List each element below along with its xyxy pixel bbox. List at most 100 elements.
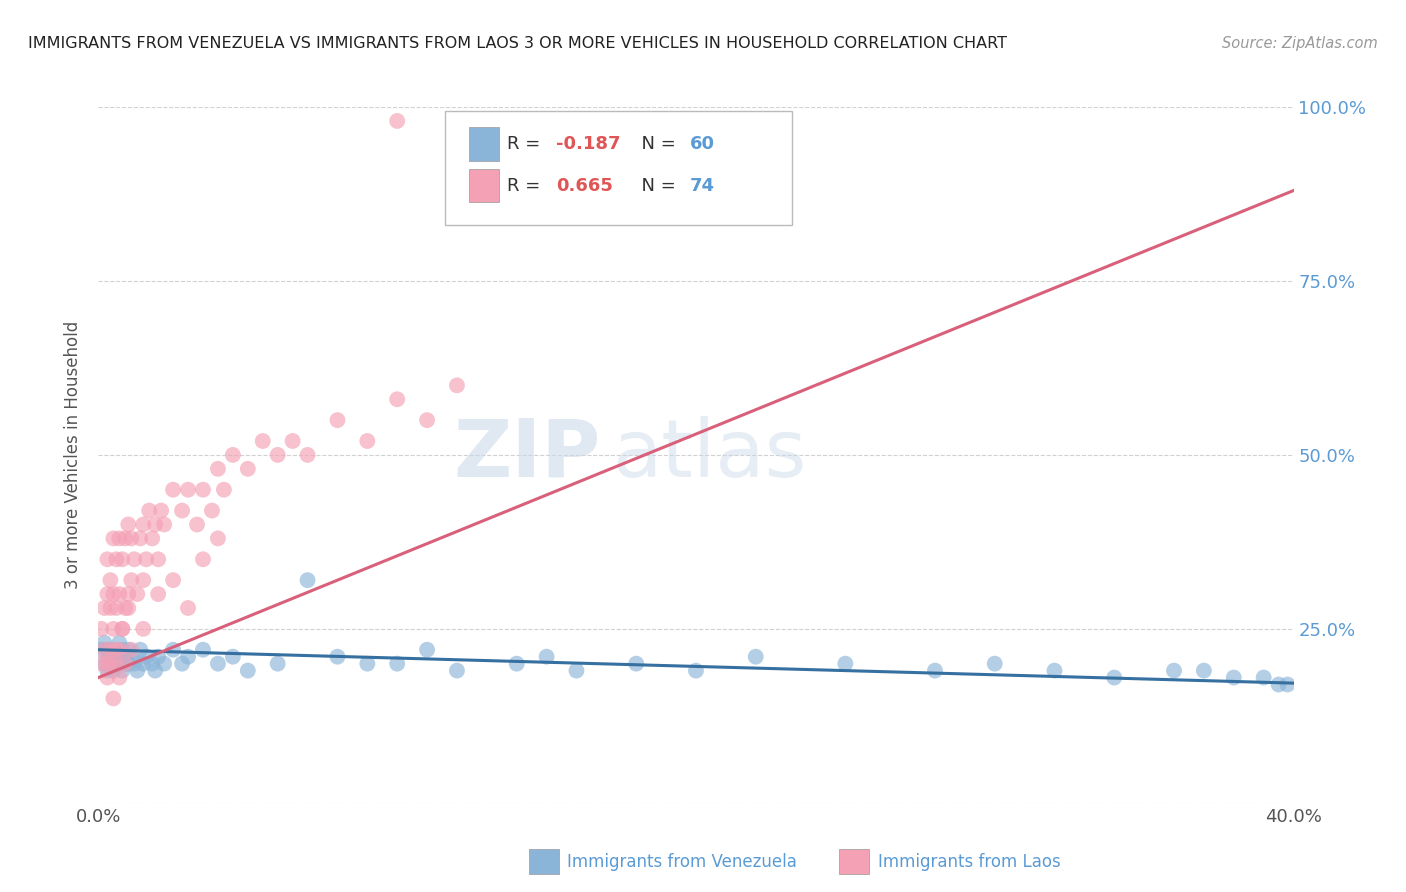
Point — [143, 517, 166, 532]
Point — [96, 642, 118, 657]
FancyBboxPatch shape — [470, 128, 499, 161]
Point — [222, 448, 245, 462]
Point — [162, 642, 184, 657]
Point — [153, 517, 176, 532]
Point — [98, 601, 122, 615]
Point — [201, 503, 224, 517]
Point — [132, 517, 155, 532]
Point — [416, 413, 439, 427]
Point — [172, 503, 194, 517]
Text: 60: 60 — [690, 135, 716, 153]
Point — [267, 657, 290, 671]
Text: Immigrants from Laos: Immigrants from Laos — [877, 853, 1060, 871]
Point — [1267, 677, 1289, 691]
Point — [103, 691, 125, 706]
Point — [114, 649, 136, 664]
Point — [105, 601, 128, 615]
Point — [103, 587, 125, 601]
Point — [108, 671, 131, 685]
Point — [138, 503, 160, 517]
Text: R =: R = — [508, 135, 546, 153]
Point — [385, 657, 409, 671]
Point — [111, 664, 134, 678]
Point — [135, 552, 157, 566]
Point — [446, 664, 468, 678]
Point — [984, 657, 1007, 671]
Point — [114, 601, 136, 615]
Point — [143, 664, 166, 678]
Point — [103, 532, 125, 546]
Point — [326, 413, 349, 427]
Point — [96, 657, 118, 671]
Point — [626, 657, 648, 671]
Point — [177, 483, 200, 497]
Point — [153, 657, 176, 671]
Point — [129, 532, 152, 546]
Point — [124, 552, 146, 566]
Point — [924, 664, 946, 678]
Point — [111, 622, 134, 636]
FancyBboxPatch shape — [446, 111, 792, 226]
Point — [177, 649, 200, 664]
Point — [108, 657, 131, 671]
Point — [536, 649, 558, 664]
Text: 74: 74 — [690, 177, 716, 194]
Point — [1043, 664, 1066, 678]
Text: Immigrants from Venezuela: Immigrants from Venezuela — [567, 853, 797, 871]
Point — [98, 657, 122, 671]
Point — [148, 552, 170, 566]
Point — [236, 462, 259, 476]
Point — [212, 483, 235, 497]
Point — [93, 601, 115, 615]
Point — [356, 434, 378, 448]
Point — [172, 657, 194, 671]
Point — [93, 657, 115, 671]
Point — [114, 657, 136, 671]
Point — [150, 503, 173, 517]
Point — [1104, 671, 1126, 685]
Point — [506, 657, 529, 671]
Point — [90, 622, 112, 636]
FancyBboxPatch shape — [839, 849, 869, 874]
Point — [135, 649, 157, 664]
Point — [105, 649, 128, 664]
Point — [108, 642, 131, 657]
Point — [236, 664, 259, 678]
Point — [297, 573, 319, 587]
Text: -0.187: -0.187 — [557, 135, 620, 153]
Point — [96, 671, 118, 685]
Point — [98, 573, 122, 587]
FancyBboxPatch shape — [529, 849, 558, 874]
FancyBboxPatch shape — [470, 169, 499, 202]
Point — [326, 649, 349, 664]
Point — [565, 664, 588, 678]
Point — [108, 636, 131, 650]
Point — [117, 601, 139, 615]
Point — [103, 622, 125, 636]
Point — [385, 114, 409, 128]
Point — [129, 642, 152, 657]
Point — [93, 636, 115, 650]
Point — [186, 517, 208, 532]
Point — [191, 552, 214, 566]
Point — [98, 649, 122, 664]
Point — [120, 532, 142, 546]
Point — [132, 573, 155, 587]
Point — [222, 649, 245, 664]
Point — [252, 434, 274, 448]
Point — [177, 601, 200, 615]
Point — [93, 642, 115, 657]
Point — [356, 657, 378, 671]
Point — [108, 532, 131, 546]
Point — [105, 642, 128, 657]
Point — [117, 587, 139, 601]
Point — [98, 657, 122, 671]
Point — [111, 642, 134, 657]
Point — [105, 657, 128, 671]
Point — [162, 483, 184, 497]
Point — [148, 649, 170, 664]
Point — [111, 622, 134, 636]
Point — [446, 378, 468, 392]
Point — [114, 657, 136, 671]
Text: 0.665: 0.665 — [557, 177, 613, 194]
